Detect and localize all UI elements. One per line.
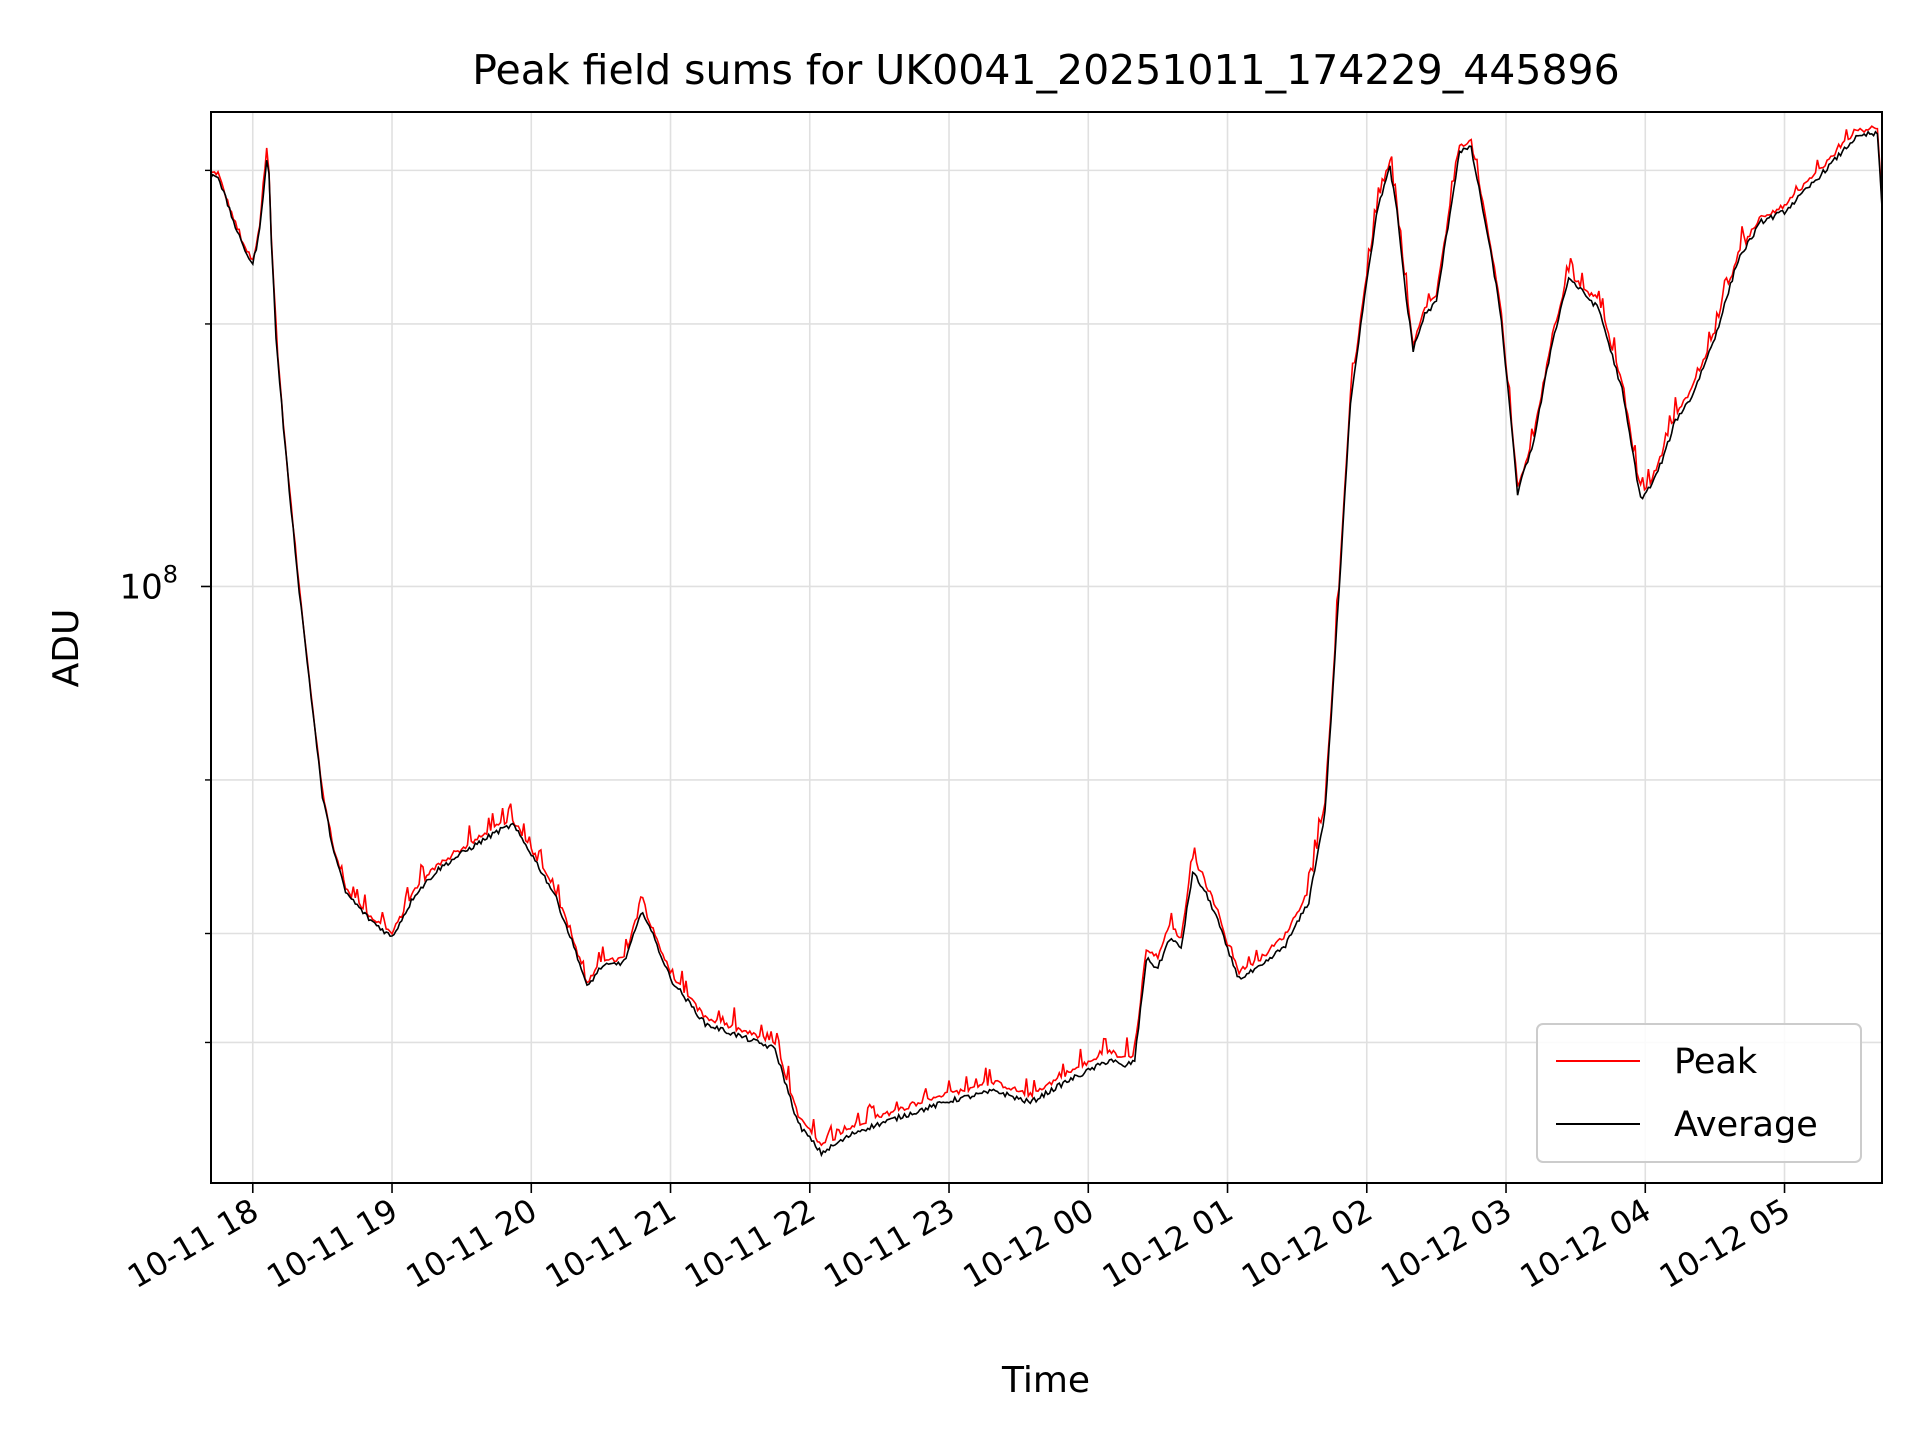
legend-box [1536, 1023, 1862, 1163]
grid [211, 112, 1882, 1183]
plot-frame [210, 111, 1883, 1184]
y-axis-title: ADU [46, 609, 87, 688]
chart-title: Peak field sums for UK0041_20251011_1742… [472, 46, 1619, 94]
legend: Peak Average [1536, 1023, 1862, 1163]
y-axis-ticks [201, 169, 211, 1044]
plot-area [210, 125, 1883, 1158]
x-axis-title: Time [1001, 1360, 1090, 1401]
y-tick-label-exponent: 8 [163, 560, 178, 588]
legend-label-average: Average [1674, 1105, 1818, 1145]
legend-label-peak: Peak [1674, 1042, 1758, 1082]
y-tick-label-base: 10 [119, 567, 162, 607]
series-line-peak [210, 125, 1883, 1147]
y-tick-label-major: 108 [119, 560, 178, 607]
series-line-average [210, 130, 1883, 1158]
